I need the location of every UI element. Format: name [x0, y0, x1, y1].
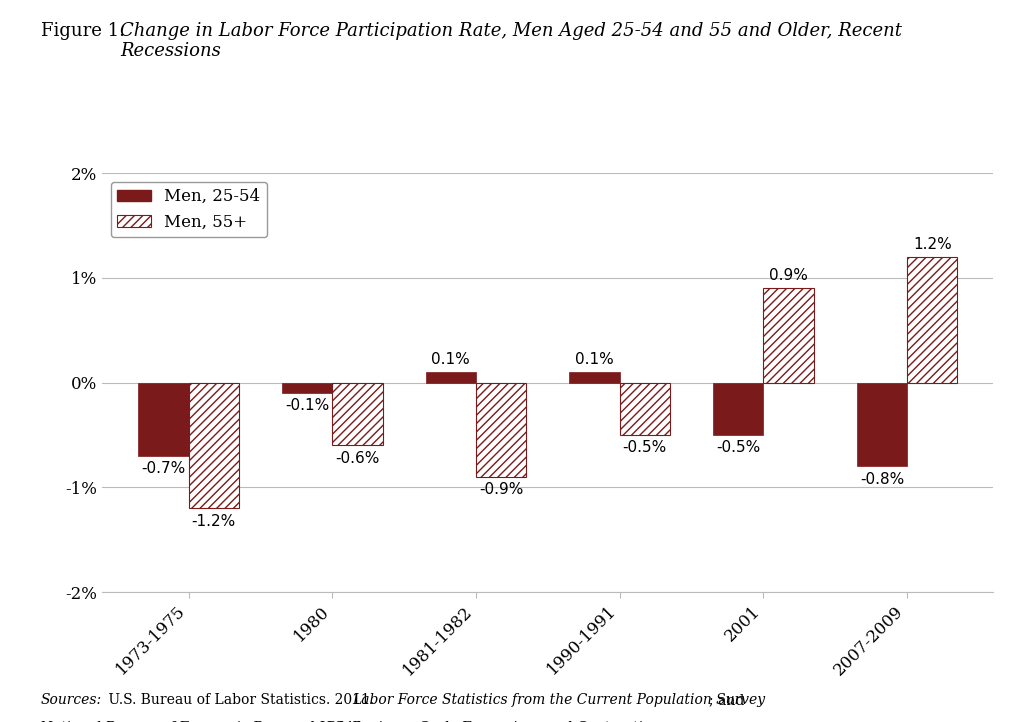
Text: Labor Force Statistics from the Current Population Survey: Labor Force Statistics from the Current …	[352, 693, 765, 707]
Bar	[282, 383, 333, 393]
Text: Figure 1.: Figure 1.	[41, 22, 131, 40]
Bar	[713, 383, 763, 435]
Text: -0.7%: -0.7%	[141, 461, 185, 477]
Text: -0.5%: -0.5%	[623, 440, 667, 456]
Text: 0.1%: 0.1%	[575, 352, 614, 367]
Text: -0.8%: -0.8%	[860, 471, 904, 487]
Bar	[569, 373, 620, 383]
Text: U.S. Business Cycle Expansions and Contractions: U.S. Business Cycle Expansions and Contr…	[319, 721, 668, 722]
Text: 0.9%: 0.9%	[769, 268, 808, 283]
Text: -0.6%: -0.6%	[335, 451, 380, 466]
Bar	[620, 383, 670, 435]
Bar	[857, 383, 907, 466]
Text: U.S. Bureau of Labor Statistics. 2011.: U.S. Bureau of Labor Statistics. 2011.	[104, 693, 379, 707]
Text: National Bureau of Economic Research. 2011.: National Bureau of Economic Research. 20…	[41, 721, 372, 722]
Bar	[426, 373, 476, 383]
Text: .: .	[631, 721, 635, 722]
Bar	[763, 288, 814, 383]
Text: 1.2%: 1.2%	[912, 237, 951, 252]
Legend: Men, 25-54, Men, 55+: Men, 25-54, Men, 55+	[111, 182, 267, 238]
Text: -0.9%: -0.9%	[479, 482, 523, 497]
Bar	[333, 383, 383, 445]
Bar	[907, 257, 957, 383]
Text: Change in Labor Force Participation Rate, Men Aged 25-54 and 55 and Older, Recen: Change in Labor Force Participation Rate…	[120, 22, 902, 61]
Bar	[138, 383, 188, 456]
Bar	[188, 383, 239, 508]
Bar	[476, 383, 526, 477]
Text: -0.5%: -0.5%	[716, 440, 761, 456]
Text: -0.1%: -0.1%	[285, 399, 330, 414]
Text: 0.1%: 0.1%	[431, 352, 470, 367]
Text: Sources:: Sources:	[41, 693, 102, 707]
Text: ; and: ; and	[709, 693, 744, 707]
Text: -1.2%: -1.2%	[191, 513, 236, 529]
